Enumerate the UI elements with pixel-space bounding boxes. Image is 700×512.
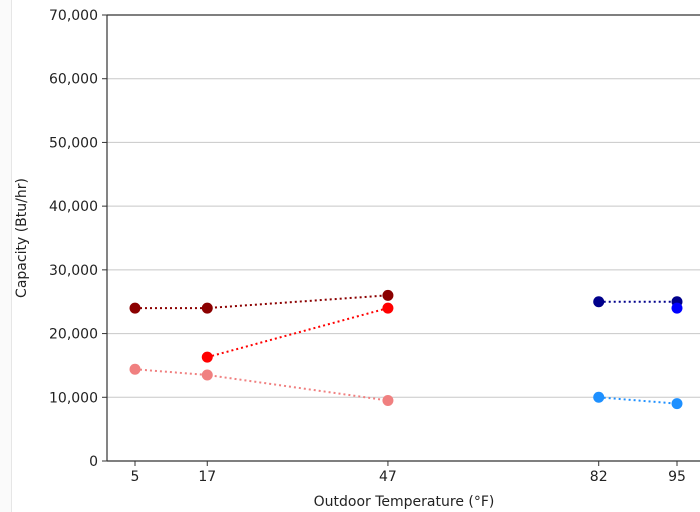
data-point [129,302,141,314]
y-tick-label: 20,000 [49,327,98,343]
data-point [201,369,213,381]
series-line [134,368,389,402]
data-point [129,363,141,375]
series-line [598,396,678,405]
y-ticks: 0 10,000 20,000 30,000 40,000 50,000 60,000 70,… [49,8,107,470]
data-point [593,391,605,403]
axes [106,14,700,462]
series [593,296,683,308]
x-ticks: 5 17 47 82 95 [131,461,686,485]
data-point [382,394,394,406]
y-axis-label: Capacity (Btu/hr) [14,178,30,298]
x-tick-label: 17 [198,469,216,485]
y-tick-label: 10,000 [49,390,98,406]
x-tick-label: 47 [379,469,397,485]
y-tick-label: 70,000 [49,8,98,24]
x-tick-label: 5 [131,469,140,485]
data-point [382,302,394,314]
y-tick-label: 60,000 [49,72,98,88]
x-axis-label: Outdoor Temperature (°F) [314,494,495,510]
data-point [201,302,213,314]
series [129,289,394,314]
data-point [201,351,213,363]
grid-lines [107,78,700,398]
series [201,302,394,363]
series [593,391,683,410]
y-tick-label: 40,000 [49,199,98,215]
series [671,302,683,314]
y-tick-label: 30,000 [49,263,98,279]
series-line [135,294,389,310]
data-point [671,398,683,410]
window-edge [0,0,12,512]
y-tick-label: 0 [89,454,98,470]
data-point [593,296,605,308]
series [129,363,394,406]
data-point [671,302,683,314]
x-tick-label: 82 [590,469,608,485]
data-series [129,289,683,410]
y-tick-label: 50,000 [49,135,98,151]
series-line [207,307,389,359]
x-tick-label: 95 [668,469,686,485]
data-point [382,289,394,301]
